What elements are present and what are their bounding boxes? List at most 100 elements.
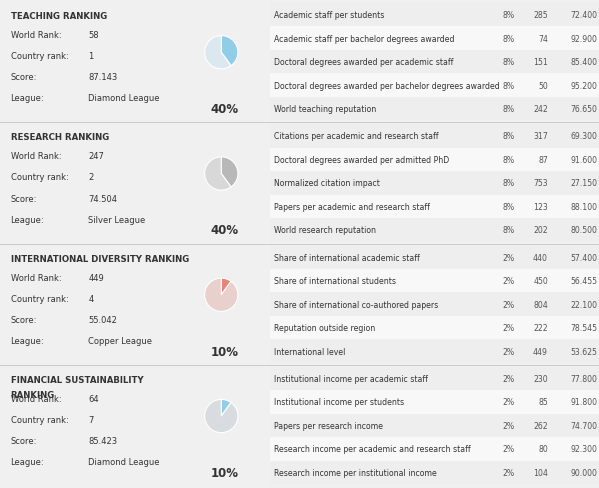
Text: Country rank:: Country rank:	[11, 173, 68, 182]
Bar	[270, 367, 599, 390]
Text: 27.150: 27.150	[570, 179, 597, 188]
Text: World Rank:: World Rank:	[11, 152, 61, 161]
Text: 450: 450	[533, 277, 548, 285]
Text: 91.800: 91.800	[570, 398, 597, 407]
Text: 8%: 8%	[503, 226, 515, 235]
Text: 2%: 2%	[503, 277, 515, 285]
Wedge shape	[221, 158, 238, 187]
Text: 8%: 8%	[503, 179, 515, 188]
Bar	[270, 390, 599, 414]
Text: Silver League: Silver League	[89, 215, 146, 224]
Text: 85.423: 85.423	[89, 436, 117, 445]
Text: 222: 222	[533, 324, 548, 332]
Text: 90.000: 90.000	[570, 468, 597, 477]
Text: 2%: 2%	[503, 347, 515, 356]
Text: 242: 242	[533, 105, 548, 114]
Text: 40%: 40%	[211, 224, 239, 237]
Bar	[270, 27, 599, 51]
Text: 2%: 2%	[503, 398, 515, 407]
Text: 8%: 8%	[503, 58, 515, 67]
Wedge shape	[221, 400, 231, 416]
Text: 2%: 2%	[503, 421, 515, 430]
Text: 2: 2	[89, 173, 93, 182]
Text: 8%: 8%	[503, 203, 515, 211]
Bar	[270, 148, 599, 172]
Bar	[270, 340, 599, 363]
Text: Papers per academic and research staff: Papers per academic and research staff	[274, 203, 430, 211]
Text: Share of international academic staff: Share of international academic staff	[274, 253, 420, 262]
Text: 74.700: 74.700	[570, 421, 597, 430]
Bar	[270, 246, 599, 269]
Text: 80.500: 80.500	[570, 226, 597, 235]
Text: 230: 230	[533, 374, 548, 383]
Text: 72.400: 72.400	[570, 11, 597, 20]
Text: Institutional income per students: Institutional income per students	[274, 398, 404, 407]
Text: 74.504: 74.504	[89, 194, 117, 203]
Text: 123: 123	[533, 203, 548, 211]
Bar	[270, 98, 599, 121]
Text: 77.800: 77.800	[570, 374, 597, 383]
Text: 449: 449	[89, 273, 104, 282]
Bar	[270, 219, 599, 242]
Text: 8%: 8%	[503, 35, 515, 43]
Text: Doctoral degrees awarded per admitted PhD: Doctoral degrees awarded per admitted Ph…	[274, 156, 450, 164]
Text: 2%: 2%	[503, 300, 515, 309]
Text: 753: 753	[533, 179, 548, 188]
Text: 10%: 10%	[211, 466, 239, 479]
Text: Share of international co-authored papers: Share of international co-authored paper…	[274, 300, 438, 309]
Text: 4: 4	[89, 294, 93, 303]
Wedge shape	[205, 279, 238, 312]
Text: World Rank:: World Rank:	[11, 31, 61, 40]
Text: TEACHING RANKING: TEACHING RANKING	[11, 12, 107, 21]
Text: 74: 74	[538, 35, 548, 43]
Text: 151: 151	[533, 58, 548, 67]
Text: 2%: 2%	[503, 374, 515, 383]
Text: Diamond League: Diamond League	[89, 94, 160, 103]
Text: Score:: Score:	[11, 194, 37, 203]
Text: Share of international students: Share of international students	[274, 277, 397, 285]
Wedge shape	[221, 37, 238, 66]
Text: 262: 262	[533, 421, 548, 430]
Text: 58: 58	[89, 31, 99, 40]
Text: 95.200: 95.200	[570, 81, 597, 90]
Text: International level: International level	[274, 347, 346, 356]
Text: 56.455: 56.455	[570, 277, 597, 285]
Bar	[270, 74, 599, 98]
Text: League:: League:	[11, 94, 44, 103]
Text: 2%: 2%	[503, 468, 515, 477]
Bar	[270, 4, 599, 27]
Text: 2%: 2%	[503, 324, 515, 332]
Text: 92.900: 92.900	[570, 35, 597, 43]
Text: 53.625: 53.625	[570, 347, 597, 356]
Text: World research reputation: World research reputation	[274, 226, 377, 235]
Wedge shape	[221, 279, 231, 295]
Text: 285: 285	[533, 11, 548, 20]
Text: Papers per research income: Papers per research income	[274, 421, 383, 430]
Text: 57.400: 57.400	[570, 253, 597, 262]
Text: 85: 85	[538, 398, 548, 407]
Text: 55.042: 55.042	[89, 315, 117, 324]
Text: Copper League: Copper League	[89, 336, 152, 346]
Text: World Rank:: World Rank:	[11, 273, 61, 282]
Text: Diamond League: Diamond League	[89, 457, 160, 467]
Text: 40%: 40%	[211, 103, 239, 116]
Bar	[270, 414, 599, 437]
Wedge shape	[205, 37, 231, 70]
Text: Normalized citation impact: Normalized citation impact	[274, 179, 380, 188]
Bar	[270, 316, 599, 340]
Text: 2%: 2%	[503, 253, 515, 262]
Text: FINANCIAL SUSTAINABILITY: FINANCIAL SUSTAINABILITY	[11, 375, 143, 384]
Text: 22.100: 22.100	[570, 300, 597, 309]
Text: World Rank:: World Rank:	[11, 394, 61, 403]
Text: 87.143: 87.143	[89, 73, 117, 82]
Bar	[270, 293, 599, 316]
Wedge shape	[205, 400, 238, 433]
Bar	[270, 437, 599, 461]
Text: Reputation outside region: Reputation outside region	[274, 324, 376, 332]
Text: 91.600: 91.600	[570, 156, 597, 164]
Text: 85.400: 85.400	[570, 58, 597, 67]
Text: 8%: 8%	[503, 132, 515, 141]
Text: 104: 104	[533, 468, 548, 477]
Text: 64: 64	[89, 394, 99, 403]
Text: 10%: 10%	[211, 345, 239, 358]
